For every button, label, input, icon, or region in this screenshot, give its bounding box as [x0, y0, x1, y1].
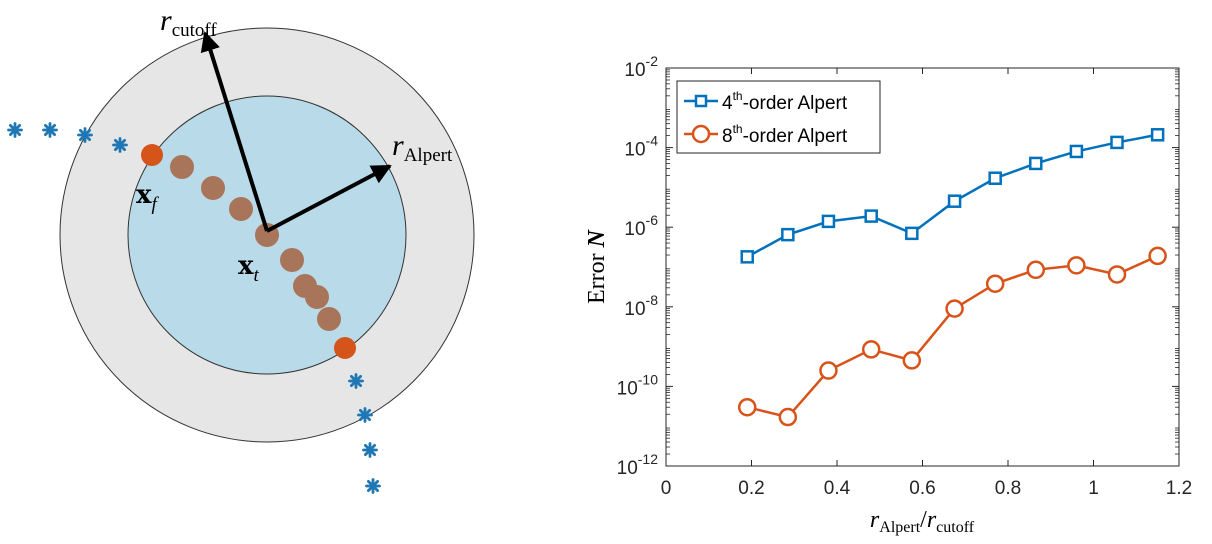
- error-chart: 0 0.2 0.4 0.6 0.8 1 1.2 10-12 10-10 10-8 10-6 10-4…: [584, 53, 1192, 536]
- data-point-circle: [1067, 256, 1086, 275]
- inner-quadrature-node: [170, 155, 194, 179]
- legend-entry-8th: 8th-order Alpert: [684, 122, 848, 147]
- r-cutoff-label: rcutoff: [160, 4, 217, 41]
- outer-node: [348, 373, 364, 389]
- data-point-square: [740, 250, 754, 264]
- boundary-node: [141, 144, 163, 166]
- y-tick-label: 10-2: [624, 53, 658, 81]
- outer-node: [112, 137, 128, 153]
- outer-node: [77, 127, 93, 143]
- outer-node: [42, 122, 58, 138]
- r-alpert-label: rAlpert: [392, 129, 453, 166]
- data-point-circle: [737, 397, 757, 417]
- y-tick-label: 10-8: [624, 292, 658, 320]
- series-1: [740, 128, 1165, 264]
- boundary-node: [334, 337, 356, 359]
- data-point-square: [1110, 135, 1124, 150]
- inner-quadrature-node: [280, 248, 304, 272]
- x-tick-label: 0.4: [824, 478, 851, 499]
- quadrature-nodes: [7, 122, 381, 494]
- y-tick-label: 10-4: [624, 133, 658, 161]
- data-point-circle: [902, 351, 922, 370]
- data-point-circle: [945, 299, 964, 318]
- outer-node: [357, 407, 373, 423]
- y-axis-ticks: 10-12 10-10 10-8 10-6 10-4 10-2: [617, 53, 1179, 479]
- data-point-square: [1029, 156, 1043, 171]
- x-tick-label: 1.2: [1166, 478, 1192, 499]
- y-tick-label: 10-6: [624, 212, 658, 240]
- data-point-circle: [778, 407, 798, 427]
- x-tick-label: 0.8: [995, 478, 1021, 499]
- y-axis-label: Error N: [584, 228, 610, 304]
- y-tick-label: 10-12: [617, 451, 659, 479]
- data-point-square: [947, 194, 962, 208]
- legend-label-4th: 4th-order Alpert: [722, 89, 848, 114]
- data-point-square: [1150, 128, 1165, 142]
- inner-quadrature-node: [229, 197, 253, 221]
- series-2: [737, 246, 1167, 427]
- legend-circle-marker: [691, 124, 711, 144]
- alpert-diagram: rcutoff rAlpert xf xt: [7, 4, 475, 494]
- data-point-square: [864, 209, 878, 223]
- outer-node: [362, 442, 378, 458]
- legend-label-8th: 8th-order Alpert: [722, 122, 848, 147]
- inner-quadrature-node: [317, 307, 341, 331]
- x-tick-label: 0: [661, 478, 672, 499]
- x-axis-ticks: 0 0.2 0.4 0.6 0.8 1 1.2: [661, 68, 1192, 499]
- legend-square-marker: [694, 94, 708, 108]
- series-group: [737, 128, 1167, 427]
- legend: 4th-order Alpert 8th-order Alpert: [676, 80, 881, 154]
- x-axis-label: rAlpert/rcutoff: [870, 507, 975, 536]
- data-point-square: [821, 214, 836, 229]
- data-point-square: [1069, 144, 1084, 159]
- r-alpert-arrow: [266, 164, 392, 233]
- outer-node: [365, 478, 381, 494]
- x-f-label: xf: [136, 180, 160, 215]
- inner-quadrature-node: [305, 285, 329, 309]
- data-point-circle: [1026, 260, 1046, 280]
- x-t-label: xt: [238, 251, 260, 286]
- data-point-circle: [1107, 265, 1127, 284]
- inner-quadrature-node: [201, 176, 225, 200]
- data-point-circle: [819, 361, 838, 380]
- x-tick-label: 0.2: [738, 478, 764, 499]
- legend-entry-4th: 4th-order Alpert: [684, 89, 848, 114]
- x-tick-label: 1: [1088, 478, 1099, 499]
- y-tick-label: 10-10: [617, 371, 659, 399]
- x-tick-label: 0.6: [909, 478, 935, 499]
- data-point-square: [781, 227, 795, 242]
- data-point-square: [988, 171, 1002, 185]
- data-point-circle: [1148, 246, 1167, 266]
- legend-box: [676, 80, 881, 154]
- r-cutoff-arrow: [200, 31, 269, 232]
- outer-node: [7, 122, 23, 138]
- data-point-circle: [985, 274, 1005, 293]
- data-point-square: [905, 226, 919, 241]
- data-point-circle: [861, 340, 881, 359]
